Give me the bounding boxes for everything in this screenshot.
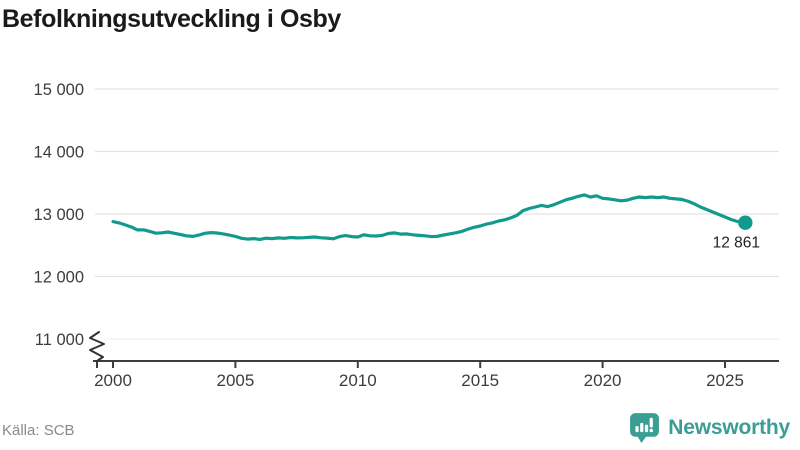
population-series-line	[111, 193, 747, 241]
x-axis-tick-label: 2005	[216, 371, 254, 390]
y-axis-tick-label: 13 000	[34, 206, 84, 224]
y-axis-tick-label: 15 000	[34, 81, 84, 99]
end-point-marker	[738, 215, 753, 230]
x-axis-tick-label: 2010	[339, 371, 377, 390]
y-axis-tick-label: 12 000	[34, 269, 84, 287]
y-axis-tick-label: 14 000	[34, 144, 84, 162]
newsworthy-logo-text: Newsworthy	[668, 415, 790, 439]
x-axis-tick-label: 2015	[461, 371, 499, 390]
chart-title: Befolkningsutveckling i Osby	[2, 5, 341, 33]
x-axis-tick-label: 2020	[584, 371, 622, 390]
source-attribution: Källa: SCB	[2, 422, 75, 439]
end-point-value-label: 12 861	[713, 235, 760, 252]
y-axis-tick-label: 11 000	[35, 331, 84, 349]
x-axis-tick-label: 2000	[94, 371, 132, 390]
population-line-chart: 15 000 14 000 13 000 12 000 11 000 2000 2005 20…	[34, 81, 779, 390]
newsworthy-bars-speech-bubble-icon	[630, 413, 660, 443]
newsworthy-logo: Newsworthy	[628, 411, 790, 444]
x-axis-tick-label: 2025	[706, 371, 744, 390]
y-axis-break-icon	[89, 331, 105, 362]
